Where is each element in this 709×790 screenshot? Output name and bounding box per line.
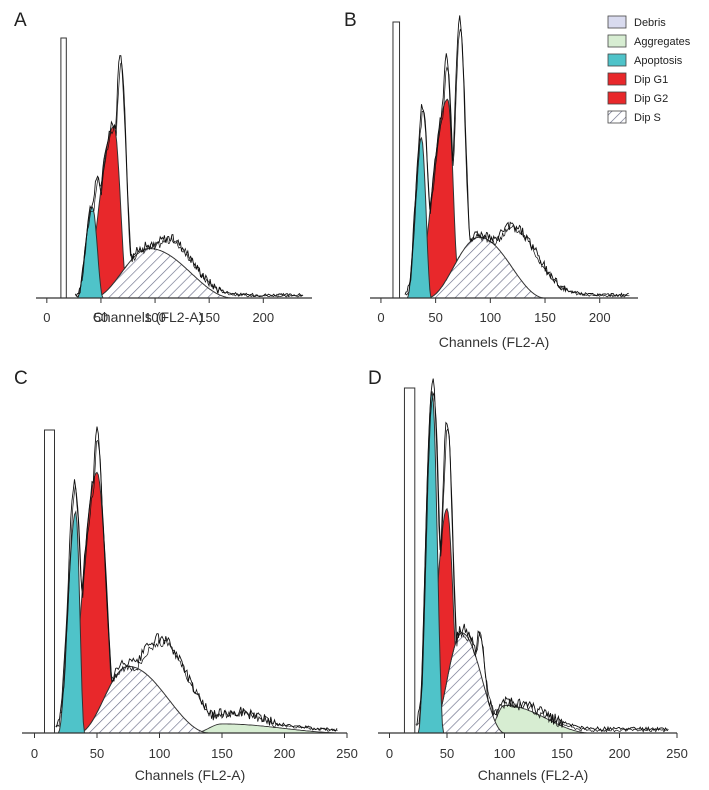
- legend-label: Dip S: [634, 112, 661, 124]
- x-tick-label: 100: [479, 310, 501, 325]
- x-tick-label: 250: [336, 746, 358, 761]
- histogram-panel-d: D 0 50 100 150 200 250 Channels (FL2-A): [368, 368, 688, 783]
- x-axis-title: Channels (FL2-A): [135, 767, 246, 783]
- legend-swatch: [607, 34, 627, 48]
- x-tick-label: 150: [551, 746, 573, 761]
- legend-swatch: [607, 72, 627, 86]
- panel-letter: A: [14, 10, 27, 31]
- x-tick-label: 0: [43, 310, 50, 325]
- panel-letter: C: [14, 368, 28, 389]
- histogram-line: [75, 61, 304, 298]
- legend-label: Debris: [634, 17, 666, 29]
- legend-item-dip-s: Dip S: [607, 110, 661, 124]
- histogram-panel-a: A 0 50 100 150 200 Channels (FL2-A): [14, 10, 312, 325]
- plot-area: 0 50 100 150 200: [370, 15, 638, 325]
- legend-swatch: [607, 15, 627, 29]
- x-tick-label: 200: [589, 310, 611, 325]
- plot-area: 0 50 100 150 200 250: [378, 378, 688, 761]
- debris-marker-bar: [44, 429, 55, 734]
- x-tick-label: 200: [274, 746, 296, 761]
- panel-letter: D: [368, 368, 382, 389]
- x-tick-label: 100: [149, 746, 171, 761]
- x-axis-title: Channels (FL2-A): [478, 767, 589, 783]
- debris-marker-bar: [392, 21, 401, 299]
- x-tick-label: 100: [144, 310, 166, 325]
- x-tick-label: 50: [94, 310, 108, 325]
- histogram-line: [404, 15, 629, 298]
- x-tick-label: 100: [494, 746, 516, 761]
- legend-item-aggregates: Aggregates: [607, 34, 691, 48]
- legend: Debris Aggregates Apoptosis Dip G1 Dip G…: [607, 15, 691, 124]
- panel-letter: B: [344, 10, 357, 31]
- plot-area: 0 50 100 150 200 250: [22, 426, 358, 761]
- aggregates-area: [194, 723, 347, 734]
- x-tick-label: 50: [440, 746, 454, 761]
- legend-label: Aggregates: [634, 36, 691, 48]
- x-axis-title: Channels (FL2-A): [439, 334, 550, 350]
- x-tick-label: 150: [211, 746, 233, 761]
- x-tick-label: 0: [386, 746, 393, 761]
- legend-item-debris: Debris: [607, 15, 666, 29]
- debris-marker-bar: [60, 37, 67, 299]
- x-tick-label: 0: [31, 746, 38, 761]
- x-tick-label: 0: [377, 310, 384, 325]
- debris-marker-bar: [403, 387, 416, 734]
- legend-item-dip-g1: Dip G1: [607, 72, 668, 86]
- legend-item-dip-g2: Dip G2: [607, 91, 668, 105]
- plot-area: 0 50 100 150 200: [36, 37, 312, 325]
- histogram-line: [405, 28, 630, 298]
- x-tick-label: 200: [252, 310, 274, 325]
- legend-swatch: [607, 91, 627, 105]
- x-tick-label: 50: [428, 310, 442, 325]
- x-tick-label: 200: [609, 746, 631, 761]
- legend-swatch: [607, 53, 627, 67]
- x-tick-label: 150: [198, 310, 220, 325]
- legend-item-apoptosis: Apoptosis: [607, 53, 683, 67]
- histogram-panel-c: C 0 50 100 150 200 250 Channels (FL2-A): [14, 368, 358, 783]
- histogram-line: [416, 392, 669, 733]
- x-tick-label: 250: [666, 746, 688, 761]
- x-tick-label: 150: [534, 310, 556, 325]
- legend-label: Dip G2: [634, 93, 668, 105]
- histogram-line: [74, 54, 303, 298]
- x-tick-label: 50: [90, 746, 104, 761]
- legend-label: Dip G1: [634, 74, 668, 86]
- x-axis-title: Channels (FL2-A): [93, 309, 204, 325]
- legend-label: Apoptosis: [634, 55, 683, 67]
- legend-swatch: [607, 110, 627, 124]
- histogram-panel-b: B 0 50 100 150 200 Channels (FL2-A): [344, 10, 638, 350]
- histogram-line: [56, 439, 338, 732]
